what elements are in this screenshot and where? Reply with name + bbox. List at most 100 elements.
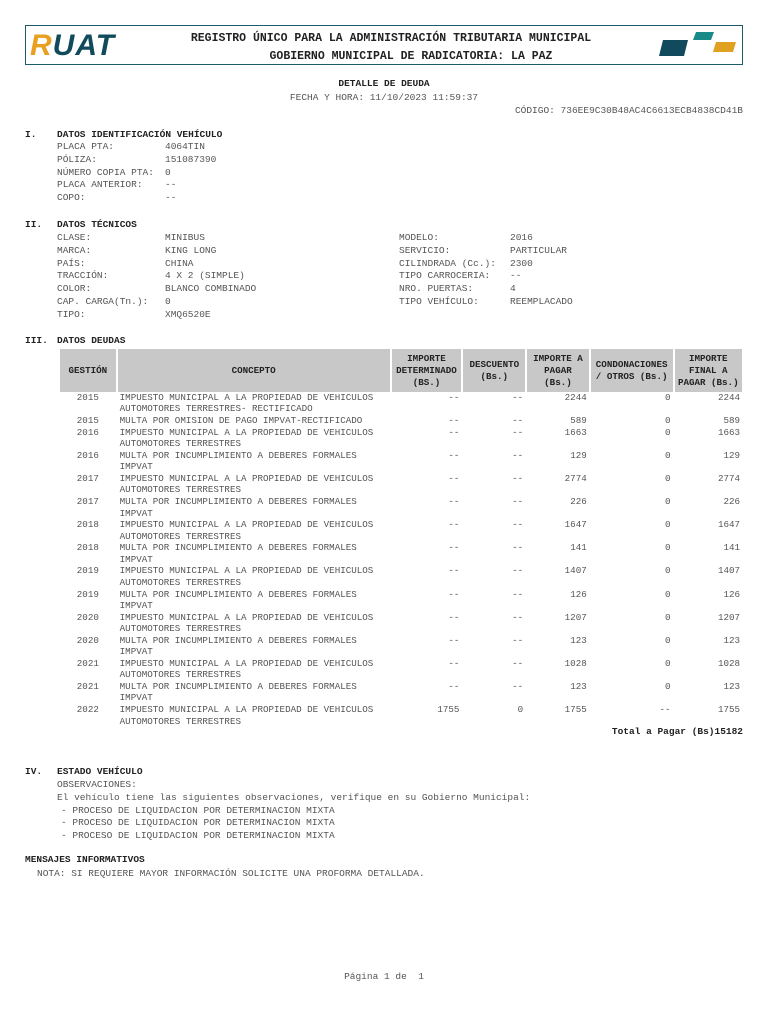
- header-title: REGISTRO ÚNICO PARA LA ADMINISTRACIÓN TR…: [190, 32, 592, 45]
- gestion-cell: 2019: [76, 565, 99, 577]
- gestion-cell: 2018: [76, 542, 99, 554]
- concepto-cell: IMPUESTO MUNICIPAL A LA PROPIEDAD DE VEH…: [119, 392, 374, 415]
- field-value: 4: [510, 283, 516, 295]
- column-header: IMPORTE DETERMINADO (BS.): [391, 349, 462, 392]
- importe-determinado-cell: --: [448, 426, 460, 438]
- importe-pagar-cell: 589: [570, 415, 587, 427]
- descuento-cell: --: [512, 415, 524, 427]
- concepto-cell: IMPUESTO MUNICIPAL A LA PROPIEDAD DE VEH…: [119, 426, 374, 450]
- field-row: PLACA PTA: 4064TIN: [57, 141, 216, 154]
- column-header: IMPORTE FINAL A PAGAR (Bs.): [674, 349, 742, 392]
- field-value: --: [510, 270, 522, 282]
- field-value: CHINA: [165, 257, 194, 269]
- observation-item: - PROCESO DE LIQUIDACION POR DETERMINACI…: [61, 804, 335, 816]
- condonaciones-cell: 0: [665, 565, 671, 577]
- condonaciones-cell: 0: [665, 657, 671, 669]
- gestion-cell: 2017: [76, 496, 99, 508]
- condonaciones-cell: 0: [665, 415, 671, 427]
- concepto-cell: MULTA POR INCUMPLIMIENTO A DEBERES FORMA…: [119, 634, 357, 658]
- gestion-cell: 2021: [76, 681, 99, 693]
- column-header: IMPORTE A PAGAR (Bs.): [527, 349, 589, 392]
- field-row: TIPO: XMQ6520E: [57, 309, 256, 322]
- descuento-cell: --: [512, 634, 524, 646]
- field-row: TIPO VEHÍCULO: REEMPLACADO: [399, 296, 573, 309]
- field-label: PLACA ANTERIOR:: [57, 179, 143, 191]
- field-label: TIPO VEHÍCULO:: [399, 295, 479, 307]
- field-label: COPO:: [57, 192, 86, 204]
- field-row: MARCA: KING LONG: [57, 245, 256, 258]
- field-row: PAÍS: CHINA: [57, 258, 256, 271]
- field-label: TIPO CARROCERIA:: [399, 270, 491, 282]
- importe-final-cell: 1207: [717, 611, 740, 623]
- field-label: PAÍS:: [57, 257, 86, 269]
- descuento-cell: --: [512, 611, 524, 623]
- header-subtitle: GOBIERNO MUNICIPAL DE RADICATORIA: LA PA…: [269, 50, 553, 63]
- concepto-cell: IMPUESTO MUNICIPAL A LA PROPIEDAD DE VEH…: [119, 611, 374, 635]
- messages-note: NOTA: SI REQUIERE MAYOR INFORMACIÓN SOLI…: [37, 868, 425, 879]
- field-row: CAP. CARGA(Tn.): 0: [57, 296, 256, 309]
- observations-text: El vehículo tiene las siguientes observa…: [57, 791, 531, 803]
- field-row: MODELO: 2016: [399, 232, 573, 245]
- table-row: 2020 IMPUESTO MUNICIPAL A LA PROPIEDAD DE…: [60, 612, 742, 635]
- table-row: 2016 IMPUESTO MUNICIPAL A LA PROPIEDAD DE…: [60, 427, 742, 450]
- importe-determinado-cell: --: [448, 473, 460, 485]
- field-value: 0: [165, 166, 171, 178]
- importe-pagar-cell: 123: [570, 634, 587, 646]
- section-1-title: I. DATOS IDENTIFICACIÓN VEHÍCULO: [25, 129, 223, 140]
- concepto-cell: IMPUESTO MUNICIPAL A LA PROPIEDAD DE VEH…: [119, 519, 374, 542]
- vehicle-id-list: PLACA PTA: 4064TIN PÓLIZA: 151087390 NÚMERO …: [57, 141, 216, 205]
- descuento-cell: --: [512, 496, 524, 508]
- descuento-cell: --: [512, 681, 524, 693]
- table-row: 2019 MULTA POR INCUMPLIMIENTO A DEBERES F…: [60, 589, 742, 612]
- gestion-cell: 2021: [76, 657, 99, 669]
- concepto-cell: MULTA POR INCUMPLIMIENTO A DEBERES FORMA…: [119, 542, 357, 565]
- importe-determinado-cell: --: [448, 496, 460, 508]
- doc-title: DETALLE DE DEUDA: [338, 78, 430, 89]
- gestion-cell: 2015: [76, 415, 99, 427]
- importe-pagar-cell: 2244: [564, 392, 587, 403]
- table-row: 2015 MULTA POR OMISION DE PAGO IMPVAT-REC…: [60, 415, 742, 427]
- field-row: CLASE: MINIBUS: [57, 232, 256, 245]
- field-value: --: [165, 192, 177, 204]
- field-label: MARCA:: [57, 244, 92, 256]
- importe-pagar-cell: 126: [570, 588, 587, 600]
- condonaciones-cell: 0: [665, 588, 671, 600]
- condonaciones-cell: 0: [665, 449, 671, 461]
- concepto-cell: MULTA POR OMISION DE PAGO IMPVAT-RECTIFI…: [119, 415, 363, 427]
- condonaciones-cell: 0: [665, 542, 671, 554]
- table-row: 2017 MULTA POR INCUMPLIMIENTO A DEBERES F…: [60, 496, 742, 519]
- field-label: PÓLIZA:: [57, 153, 97, 165]
- descuento-cell: --: [512, 542, 524, 554]
- field-value: XMQ6520E: [165, 308, 211, 320]
- field-value: MINIBUS: [165, 232, 205, 243]
- importe-determinado-cell: --: [448, 519, 460, 531]
- table-row: 2021 IMPUESTO MUNICIPAL A LA PROPIEDAD DE…: [60, 658, 742, 681]
- section-2-title: II. DATOS TÉCNICOS: [25, 219, 137, 230]
- gestion-cell: 2017: [76, 473, 99, 485]
- table-row: 2019 IMPUESTO MUNICIPAL A LA PROPIEDAD DE…: [60, 565, 742, 588]
- field-row: PLACA ANTERIOR: --: [57, 179, 216, 192]
- importe-determinado-cell: 1755: [437, 704, 460, 716]
- gestion-cell: 2015: [76, 392, 99, 403]
- observation-item: - PROCESO DE LIQUIDACION POR DETERMINACI…: [61, 830, 335, 842]
- table-row: 2021 MULTA POR INCUMPLIMIENTO A DEBERES F…: [60, 681, 742, 704]
- concepto-cell: MULTA POR INCUMPLIMIENTO A DEBERES FORMA…: [119, 496, 357, 519]
- importe-pagar-cell: 1647: [564, 519, 587, 531]
- importe-final-cell: 589: [723, 415, 740, 427]
- tech-data-left: CLASE: MINIBUS MARCA: KING LONG PAÍS: CHINA TR…: [57, 232, 256, 322]
- table-row: 2020 MULTA POR INCUMPLIMIENTO A DEBERES F…: [60, 635, 742, 658]
- importe-determinado-cell: --: [448, 657, 460, 669]
- field-row: NÚMERO COPIA PTA: 0: [57, 167, 216, 180]
- importe-final-cell: 123: [723, 681, 740, 693]
- importe-determinado-cell: --: [448, 392, 460, 403]
- field-row: CILINDRADA (Cc.): 2300: [399, 258, 573, 271]
- condonaciones-cell: 0: [665, 392, 671, 403]
- field-row: PÓLIZA: 151087390: [57, 154, 216, 167]
- gestion-cell: 2016: [76, 426, 99, 438]
- importe-final-cell: 226: [723, 496, 740, 508]
- field-label: COLOR:: [57, 283, 92, 295]
- condonaciones-cell: 0: [665, 634, 671, 646]
- importe-pagar-cell: 1028: [564, 657, 587, 669]
- debts-table: GESTIÓN CONCEPTO IMPORTE DETERMINADO (BS.)…: [58, 349, 744, 727]
- concepto-cell: IMPUESTO MUNICIPAL A LA PROPIEDAD DE VEH…: [119, 473, 374, 496]
